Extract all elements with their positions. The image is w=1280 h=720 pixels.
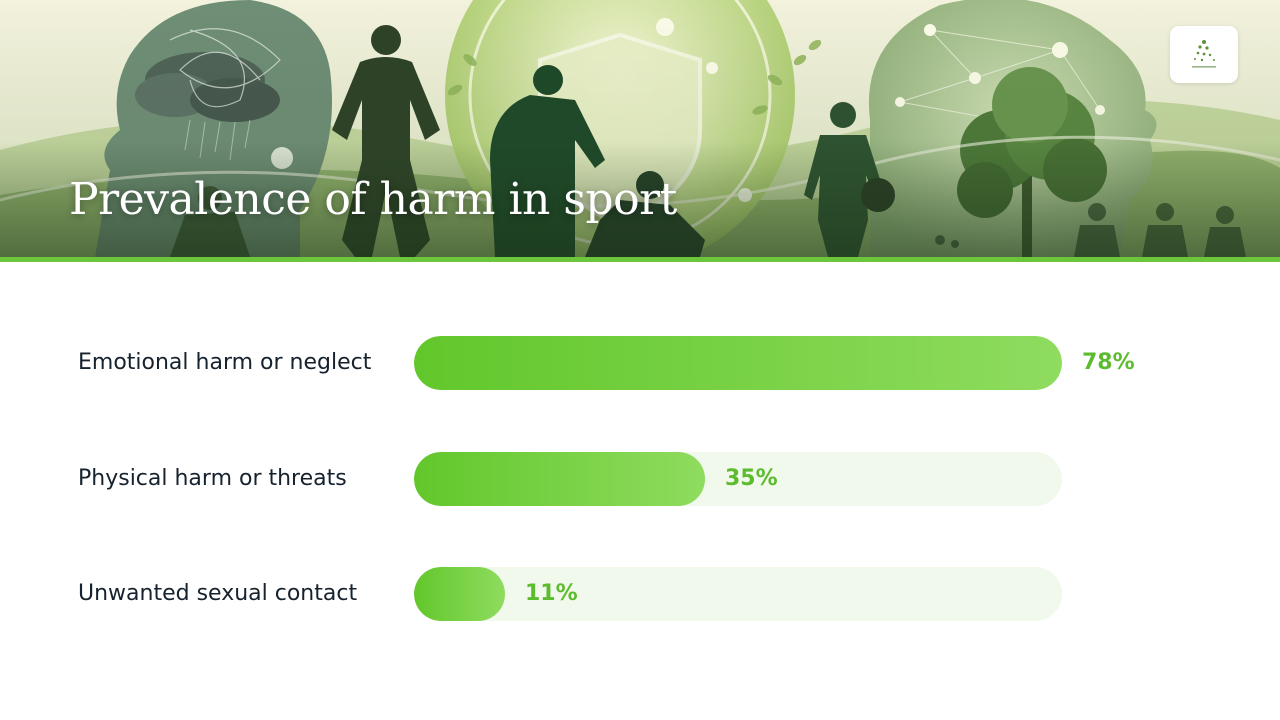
bar-fill (414, 336, 1062, 390)
bar-category-label: Emotional harm or neglect (78, 350, 372, 375)
bar-category-label: Unwanted sexual contact (78, 581, 358, 606)
sports-wellbeing-illustration (0, 0, 1280, 257)
bar-track (414, 336, 1062, 390)
bar-value-label: 11% (525, 581, 578, 606)
bar-fill (414, 567, 505, 621)
header-accent-line (0, 257, 1280, 262)
bar-value-label: 35% (725, 466, 778, 491)
bar-row: Emotional harm or neglect 78% (0, 335, 1280, 391)
bar-fill (414, 452, 705, 506)
bar-track (414, 567, 1062, 621)
bar-row: Physical harm or threats 35% (0, 451, 1280, 507)
bar-category-label: Physical harm or threats (78, 466, 347, 491)
bar-value-label: 78% (1082, 350, 1135, 375)
page-title: Prevalence of harm in sport (69, 174, 677, 225)
organization-logo-icon (1170, 26, 1238, 83)
bar-track (414, 452, 1062, 506)
header-banner (0, 0, 1280, 257)
harm-prevalence-chart: Emotional harm or neglect 78% Physical har… (0, 262, 1280, 720)
bar-row: Unwanted sexual contact 11% (0, 566, 1280, 622)
